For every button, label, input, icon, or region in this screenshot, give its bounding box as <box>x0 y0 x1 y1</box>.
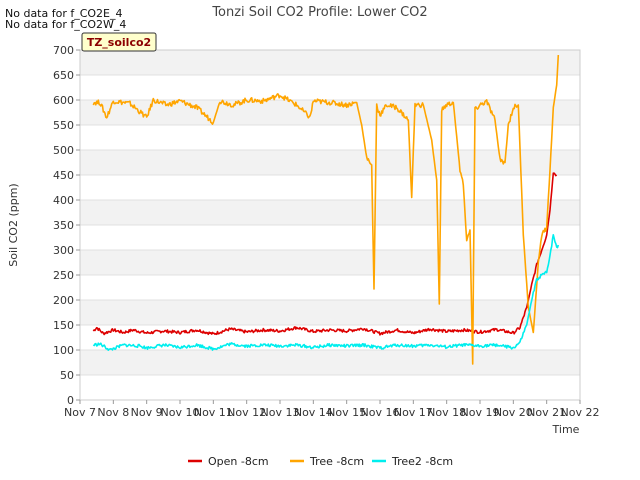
x-tick-label: Nov 10 <box>161 406 200 419</box>
y-tick-label: 650 <box>53 69 74 82</box>
x-tick-label: Nov 19 <box>461 406 500 419</box>
y-tick-label: 450 <box>53 169 74 182</box>
x-tick-label: Nov 20 <box>494 406 533 419</box>
legend: Open -8cm Tree -8cm Tree2 -8cm <box>188 455 453 468</box>
chart-title: Tonzi Soil CO2 Profile: Lower CO2 <box>211 5 427 20</box>
y-tick-label: 250 <box>53 269 74 282</box>
y-tick-label: 400 <box>53 194 74 207</box>
x-tick-label: Nov 18 <box>427 406 466 419</box>
x-tick-label: Nov 7 <box>64 406 96 419</box>
y-tick-label: 0 <box>67 394 74 407</box>
series-line-tree2-8cm <box>92 234 560 352</box>
grid-lines <box>80 49 580 401</box>
y-tick-label: 350 <box>53 219 74 232</box>
y-tick-label: 600 <box>53 94 74 107</box>
y-tick-label: 300 <box>53 244 74 257</box>
x-tick-label: Nov 13 <box>261 406 300 419</box>
x-tick-label: Nov 14 <box>294 406 333 419</box>
y-axis: 0 50 100 150 200 250 300 350 400 450 500 550 600 650 7… <box>53 44 80 407</box>
grid-band <box>80 300 580 325</box>
grid-band <box>80 50 580 75</box>
legend-label-open-8cm: Open -8cm <box>208 455 269 468</box>
x-tick-label: Nov 9 <box>131 406 163 419</box>
y-tick-label: 550 <box>53 119 74 132</box>
legend-label-tree2-8cm: Tree2 -8cm <box>391 455 453 468</box>
x-axis-title: Time <box>552 423 580 436</box>
y-axis-title: Soil CO2 (ppm) <box>7 183 20 266</box>
y-tick-label: 150 <box>53 319 74 332</box>
grid-band <box>80 200 580 225</box>
x-tick-label: Nov 17 <box>394 406 433 419</box>
series-line-tree-8cm <box>92 54 560 365</box>
x-tick-label: Nov 12 <box>227 406 266 419</box>
no-data-note-2: No data for f_CO2W_4 <box>5 18 126 31</box>
y-tick-label: 200 <box>53 294 74 307</box>
y-tick-label: 50 <box>60 369 74 382</box>
y-tick-label: 500 <box>53 144 74 157</box>
x-tick-label: Nov 15 <box>327 406 366 419</box>
site-tag-label: TZ_soilco2 <box>87 36 151 49</box>
x-tick-label: Nov 22 <box>561 406 600 419</box>
grid-band <box>80 350 580 375</box>
series-layer <box>92 54 560 365</box>
grid-band <box>80 250 580 275</box>
grid-band <box>80 150 580 175</box>
x-tick-label: Nov 11 <box>194 406 233 419</box>
grid-bands <box>80 50 580 375</box>
y-tick-label: 700 <box>53 44 74 57</box>
x-tick-label: Nov 21 <box>527 406 566 419</box>
series-line-open-8cm <box>92 172 558 336</box>
site-tag-box <box>81 32 157 52</box>
site-tag: TZ_soilco2 <box>81 32 157 52</box>
y-tick-label: 100 <box>53 344 74 357</box>
no-data-note-1: No data for f_CO2E_4 <box>5 7 123 20</box>
legend-label-tree-8cm: Tree -8cm <box>309 455 364 468</box>
x-tick-label: Nov 8 <box>97 406 129 419</box>
x-tick-label: Nov 16 <box>361 406 400 419</box>
